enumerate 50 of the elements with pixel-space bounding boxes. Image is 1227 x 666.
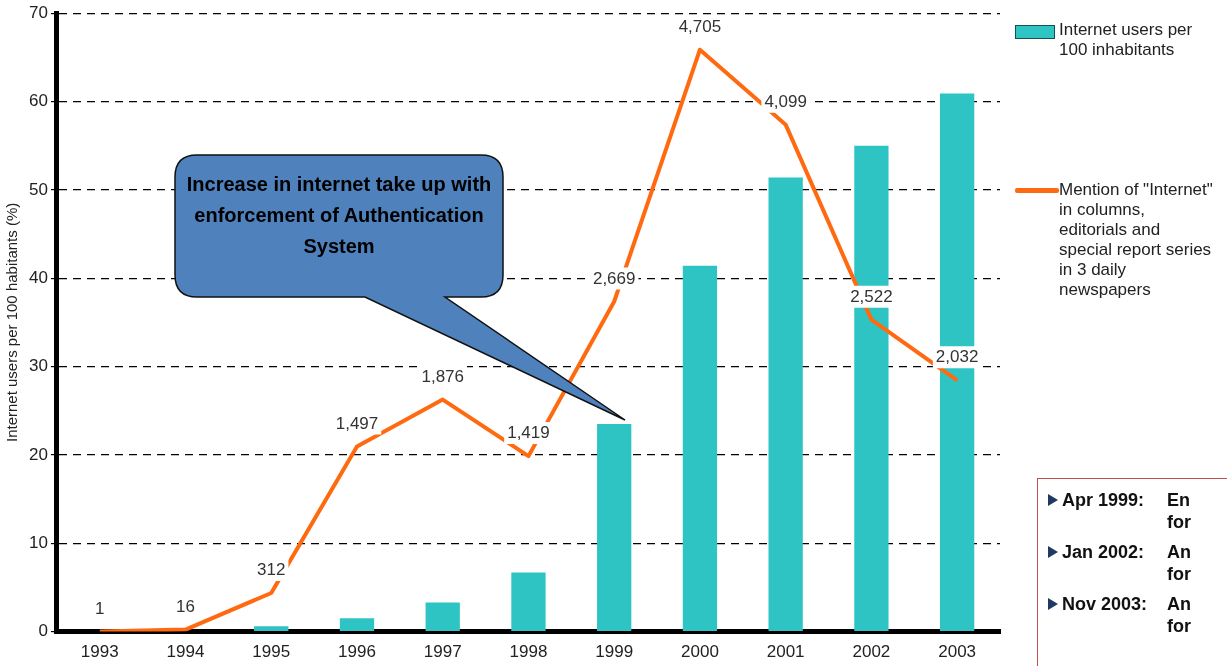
x-tick-label: 1994 [166,642,205,662]
bar [768,177,803,631]
data-label: 4,099 [764,91,807,111]
y-tick-label: 10 [28,532,48,552]
legend-label: Mention of "Internet" in columns, editorials and special report series in 3 daily newspapers [1059,180,1214,300]
y-tick-label: 50 [28,179,48,199]
x-tick-label: 2000 [681,642,719,662]
y-tick-label: 20 [28,444,48,464]
x-tick-label: 2001 [766,642,805,662]
y-axis-title: Internet users per 100 habitants (%) [3,202,21,443]
legend-label: Internet users per 100 inhabitants [1059,20,1194,60]
text: for [1167,511,1191,533]
y-tick-label: 0 [38,621,48,641]
y-tick-label: 40 [28,267,48,287]
data-label: 2,669 [592,268,636,288]
text: Nov 2003: [1062,593,1149,616]
data-label: 1,419 [507,423,550,443]
data-label: 2,032 [935,347,979,367]
bar [597,423,632,631]
x-tick-label: 1993 [80,642,119,662]
bar [511,572,546,631]
data-label: 16 [176,596,195,616]
text: for [1167,615,1191,637]
data-label: 2,522 [850,286,893,306]
x-tick-label: 2002 [852,642,891,662]
y-tick-label: 30 [28,356,48,376]
data-label: 1,876 [421,366,464,386]
text: En [1167,489,1191,511]
y-tick-label: 60 [28,91,48,111]
text: for [1167,563,1191,585]
data-label: 1 [95,598,105,618]
bar [339,618,375,631]
x-tick-label: 1997 [423,642,462,662]
text: Jan 2002: [1062,541,1146,564]
data-label: 4,705 [678,16,722,36]
bar [682,265,718,631]
x-tick-label: 1999 [595,642,634,662]
x-tick-label: 2003 [938,642,977,662]
x-tick-label: 1998 [509,642,548,662]
x-tick-label: 1995 [252,642,291,662]
annotation: Increase in internet take up with enforcement of Authentication System [185,172,493,259]
text: Apr 1999: [1062,489,1146,512]
data-label: 312 [257,560,286,580]
y-tick-label: 70 [28,2,48,22]
x-tick-label: 1996 [338,642,376,662]
bar [425,602,460,631]
data-label: 1,497 [335,413,379,433]
text: An [1167,541,1191,563]
bar [254,626,289,631]
text: An [1167,593,1191,615]
